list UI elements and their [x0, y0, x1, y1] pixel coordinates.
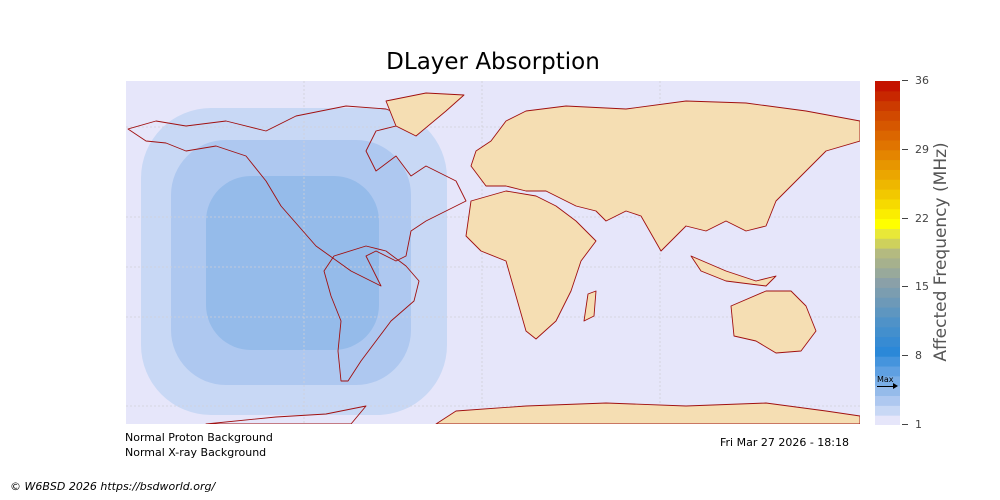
chart-title: DLayer Absorption — [386, 49, 600, 75]
tick-label: 8 — [915, 349, 922, 363]
colorbar-band — [875, 179, 900, 190]
colorbar-band — [875, 297, 900, 308]
colorbar-band — [875, 277, 900, 288]
tick-label: 22 — [915, 211, 929, 225]
south-america — [323, 245, 420, 382]
colorbar-tick: 15 — [902, 280, 929, 293]
absorption-zone — [206, 176, 379, 350]
antarctica-west — [205, 405, 367, 424]
colorbar-band — [875, 287, 900, 298]
colorbar-band — [875, 356, 900, 367]
colorbar-band — [875, 267, 900, 279]
colorbar-band — [875, 130, 900, 141]
tick-label: 29 — [915, 142, 929, 156]
max-arrow-icon — [877, 382, 898, 389]
colorbar-band — [875, 228, 900, 239]
timestamp: Fri Mar 27 2026 - 18:18 — [720, 436, 850, 449]
colorbar-band — [875, 248, 900, 259]
north-america — [127, 105, 467, 287]
colorbar-tick: 1 — [902, 418, 922, 431]
colorbar-band — [875, 90, 900, 102]
madagascar — [583, 290, 597, 322]
xray-status: Normal X-ray Background — [125, 446, 267, 459]
colorbar-band — [875, 120, 900, 131]
tick-label: 36 — [915, 74, 929, 87]
landmasses — [127, 92, 860, 424]
colorbar-band — [875, 218, 900, 229]
indonesia — [690, 255, 777, 287]
australia — [730, 290, 817, 354]
colorbar-band — [875, 307, 900, 318]
colorbar-band — [875, 415, 900, 426]
tick-label: 1 — [915, 418, 922, 431]
colorbar-band — [875, 110, 900, 121]
colorbar-band — [875, 405, 900, 416]
colorbar-band — [875, 159, 900, 170]
europe-asia — [470, 100, 860, 252]
colorbar-tick: 29 — [902, 143, 929, 156]
absorption-zones — [141, 108, 447, 415]
colorbar-band — [875, 395, 900, 406]
colorbar-tick: 36 — [902, 74, 929, 87]
colorbar-band — [875, 169, 900, 180]
antarctica — [435, 402, 860, 424]
tick-label: 15 — [915, 280, 929, 294]
proton-status: Normal Proton Background — [125, 431, 273, 444]
colorbar-band — [875, 336, 900, 347]
colorbar-band — [875, 366, 900, 377]
colorbar-tick: 8 — [902, 349, 922, 362]
colorbar-band — [875, 81, 900, 92]
colorbar-band — [875, 100, 900, 111]
colorbar-band — [875, 257, 900, 269]
africa — [465, 190, 597, 340]
colorbar-band — [875, 385, 900, 397]
colorbar-band — [875, 139, 900, 151]
colorbar-band — [875, 198, 900, 210]
copyright: © W6BSD 2026 https://bsdworld.org/ — [10, 480, 216, 493]
colorbar-band — [875, 326, 900, 338]
absorption-map — [126, 81, 860, 424]
colorbar-band — [875, 149, 900, 161]
colorbar-tick: 22 — [902, 212, 929, 225]
colorbar-label: Affected Frequency (MHz) — [931, 142, 951, 362]
colorbar-band — [875, 189, 900, 200]
colorbar — [875, 81, 900, 426]
colorbar-band — [875, 316, 900, 328]
colorbar-band — [875, 346, 900, 357]
colorbar-band — [875, 208, 900, 220]
greenland — [385, 92, 465, 137]
colorbar-band — [875, 375, 900, 387]
max-marker-label: Max — [877, 374, 894, 384]
colorbar-band — [875, 238, 900, 249]
